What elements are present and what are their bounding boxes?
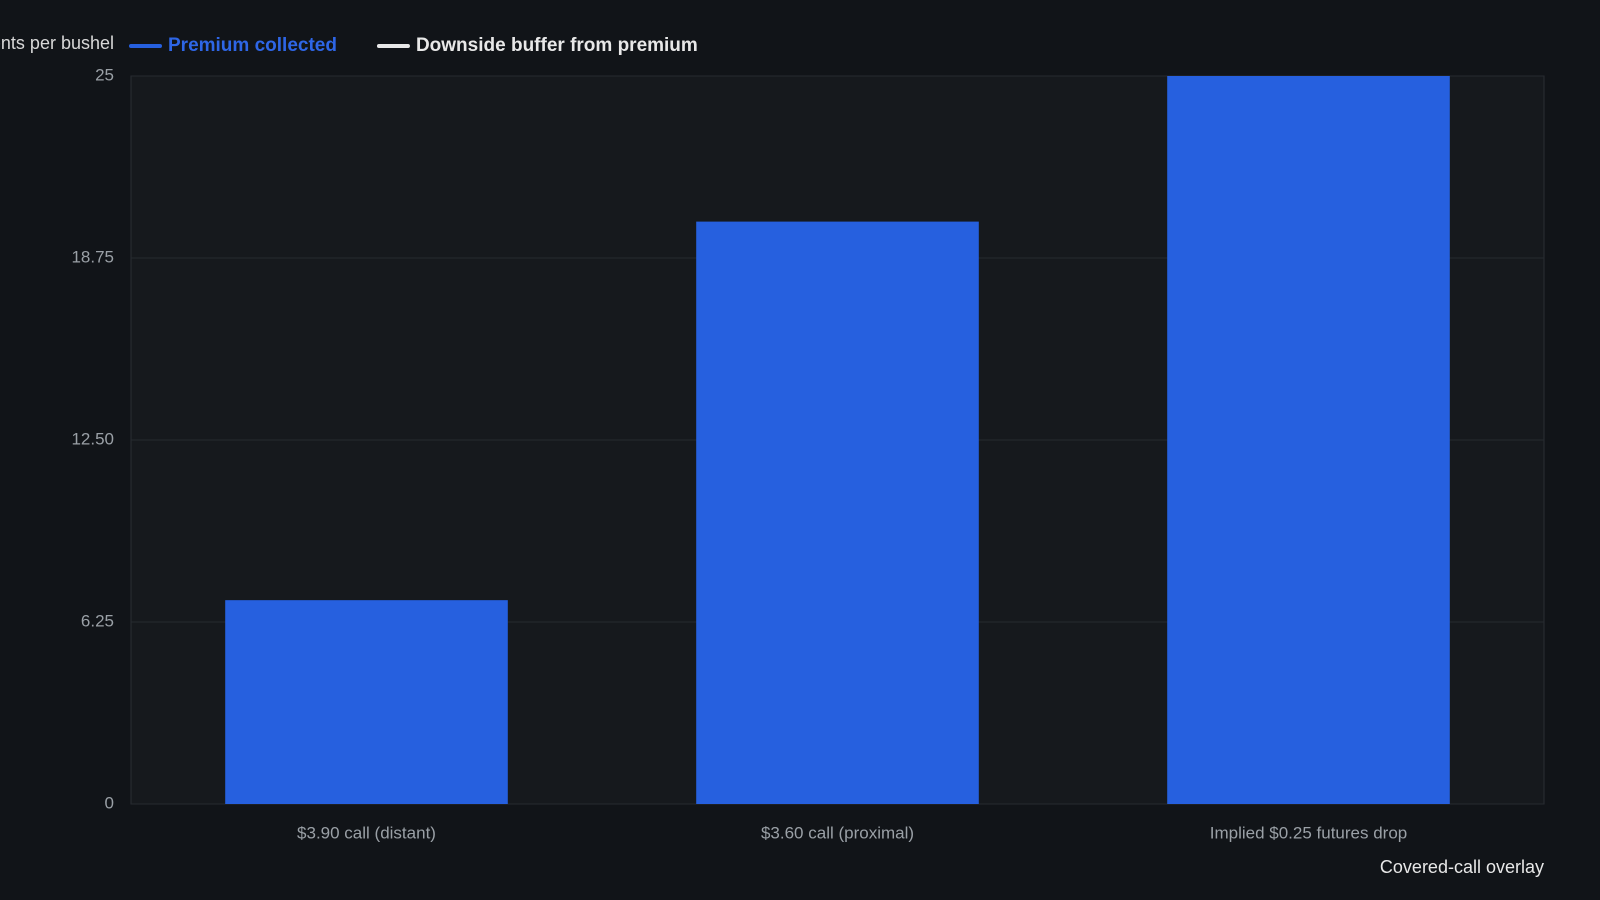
bar bbox=[225, 600, 508, 804]
x-tick-label: $3.90 call (distant) bbox=[297, 823, 436, 842]
y-tick-label: 0 bbox=[105, 793, 114, 812]
bar bbox=[1167, 76, 1450, 804]
y-axis-label: Cents per bushel bbox=[0, 33, 114, 53]
y-tick-label: 18.75 bbox=[71, 247, 114, 266]
x-tick-label: Implied $0.25 futures drop bbox=[1210, 823, 1408, 842]
y-tick-label: 12.50 bbox=[71, 429, 114, 448]
legend-label: Premium collected bbox=[168, 35, 337, 56]
bar bbox=[696, 221, 979, 805]
legend-label: Downside buffer from premium bbox=[416, 35, 698, 56]
x-tick-label: $3.60 call (proximal) bbox=[761, 823, 914, 842]
y-tick-label: 6.25 bbox=[81, 611, 114, 630]
y-tick-label: 25 bbox=[95, 65, 114, 84]
annotation: Covered-call overlay bbox=[1380, 857, 1544, 877]
